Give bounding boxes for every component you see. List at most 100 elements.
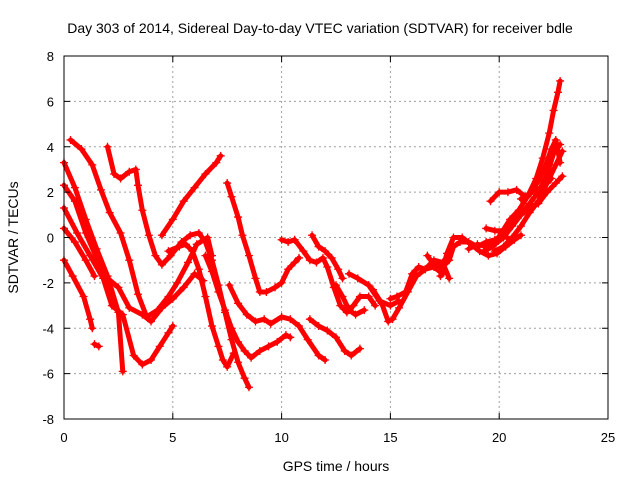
data-point xyxy=(525,190,534,199)
data-point xyxy=(445,274,454,283)
data-point xyxy=(157,231,166,240)
data-point xyxy=(506,215,515,224)
data-point xyxy=(234,213,243,222)
data-point xyxy=(234,358,243,367)
x-tick-label: 10 xyxy=(274,430,288,445)
data-point xyxy=(131,165,140,174)
data-point xyxy=(168,215,177,224)
data-point xyxy=(553,88,562,97)
data-point xyxy=(277,235,286,244)
y-axis-label: SDTVAR / TECUs xyxy=(5,181,21,293)
data-point xyxy=(234,299,243,308)
series-28 xyxy=(516,135,565,203)
data-point xyxy=(486,197,495,206)
data-point xyxy=(214,342,223,351)
data-point xyxy=(353,274,362,283)
data-point xyxy=(514,206,523,215)
series-19 xyxy=(368,262,447,326)
y-tick-label: 8 xyxy=(47,49,54,64)
data-point xyxy=(201,292,210,301)
x-tick-label: 15 xyxy=(383,430,397,445)
data-point xyxy=(168,294,177,303)
data-point xyxy=(207,267,216,276)
series-trace xyxy=(159,153,224,238)
data-point xyxy=(558,172,567,181)
data-point xyxy=(336,301,345,310)
data-point xyxy=(266,319,275,328)
data-point xyxy=(464,244,473,253)
data-point xyxy=(512,185,521,194)
data-point xyxy=(436,272,445,281)
data-point xyxy=(192,240,201,249)
data-point xyxy=(497,228,506,237)
data-point xyxy=(164,247,173,256)
data-point xyxy=(247,353,256,362)
data-point xyxy=(223,362,232,371)
data-point xyxy=(110,169,119,178)
data-point xyxy=(490,247,499,256)
x-tick-label: 0 xyxy=(60,430,67,445)
data-point xyxy=(227,192,236,201)
data-point xyxy=(360,306,369,315)
data-point xyxy=(482,224,491,233)
data-point xyxy=(260,315,269,324)
data-point xyxy=(488,242,497,251)
data-point xyxy=(338,274,347,283)
data-point xyxy=(70,197,79,206)
data-point xyxy=(277,312,286,321)
y-tick-label: 6 xyxy=(47,94,54,109)
series-20 xyxy=(386,256,454,303)
data-point xyxy=(125,256,134,265)
data-point xyxy=(338,292,347,301)
data-point xyxy=(305,315,314,324)
data-point xyxy=(321,247,330,256)
data-point xyxy=(355,292,364,301)
data-point xyxy=(147,317,156,326)
data-point xyxy=(166,251,175,260)
y-tick-label: -4 xyxy=(42,321,54,336)
data-point xyxy=(73,228,82,237)
data-point xyxy=(125,167,134,176)
x-tick-label: 25 xyxy=(601,430,615,445)
data-point xyxy=(281,331,290,340)
data-point xyxy=(538,154,547,163)
data-point xyxy=(479,247,488,256)
data-point xyxy=(401,287,410,296)
data-point xyxy=(207,321,216,330)
data-point xyxy=(118,367,127,376)
data-point xyxy=(473,240,482,249)
data-point xyxy=(264,342,273,351)
data-point xyxy=(125,303,134,312)
data-point xyxy=(262,287,271,296)
data-point xyxy=(103,274,112,283)
y-tick-label: 2 xyxy=(47,185,54,200)
data-point xyxy=(286,315,295,324)
data-point xyxy=(90,340,99,349)
data-point xyxy=(238,231,247,240)
data-point xyxy=(525,208,534,217)
x-axis-label: GPS time / hours xyxy=(283,458,390,474)
series-13 xyxy=(225,281,330,365)
data-point xyxy=(129,351,138,360)
data-point xyxy=(92,253,101,262)
data-point xyxy=(212,158,221,167)
series-trace xyxy=(309,232,346,281)
data-point xyxy=(484,251,493,260)
data-point xyxy=(66,135,75,144)
data-point xyxy=(138,206,147,215)
data-point xyxy=(251,317,260,326)
data-point xyxy=(155,342,164,351)
series-15 xyxy=(305,315,364,360)
data-point xyxy=(290,235,299,244)
y-tick-label: -2 xyxy=(42,276,54,291)
data-point xyxy=(105,208,114,217)
data-point xyxy=(421,265,430,274)
data-point xyxy=(118,310,127,319)
data-point xyxy=(355,344,364,353)
series-12 xyxy=(223,179,304,296)
data-point xyxy=(408,269,417,278)
data-point xyxy=(499,242,508,251)
data-point xyxy=(538,183,547,192)
data-point xyxy=(449,233,458,242)
data-point xyxy=(332,333,340,342)
